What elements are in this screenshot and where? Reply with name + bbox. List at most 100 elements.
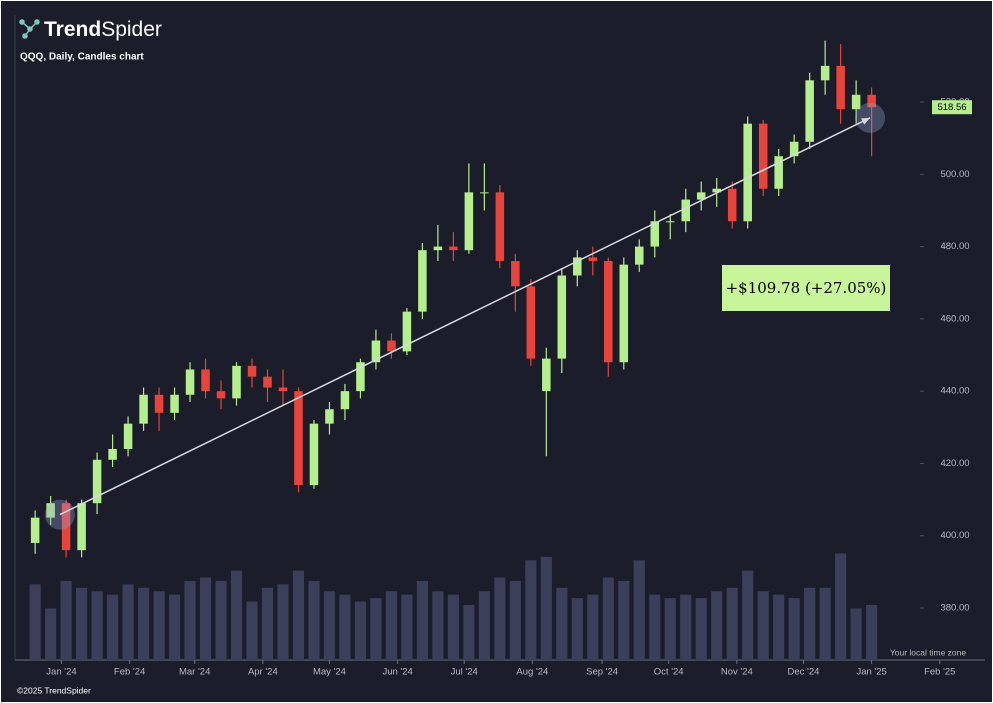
volume-bar	[618, 580, 630, 660]
volume-bar	[199, 577, 212, 660]
trend-arrowhead	[861, 117, 871, 125]
volume-bar	[525, 560, 537, 660]
volume-bar	[122, 584, 134, 660]
volume-bar	[107, 594, 119, 660]
candle-body	[61, 503, 71, 551]
y-tick-label: 420.00	[940, 458, 969, 469]
candle-body	[464, 192, 474, 251]
candle-body	[681, 199, 690, 222]
candle-body	[665, 221, 675, 223]
x-tick-label: Mar '24	[179, 667, 210, 678]
chart-title: QQQ, Daily, Candles chart	[20, 52, 144, 63]
volume-bar	[571, 598, 583, 660]
candle-body	[247, 365, 257, 377]
candle-body	[340, 391, 350, 410]
volume-bar	[633, 560, 645, 660]
x-tick-label: Oct '24	[654, 667, 684, 678]
y-tick-label: 380.00	[940, 603, 969, 614]
x-tick-label: Nov '24	[721, 667, 753, 678]
volume-bar	[819, 587, 831, 660]
candle-body	[511, 261, 520, 287]
x-tick-label: Feb '25	[924, 667, 955, 678]
volume-bar	[370, 598, 382, 660]
volume-bar	[246, 601, 258, 660]
candle-body	[77, 503, 86, 551]
candle-body	[805, 80, 814, 142]
x-tick-label: Jul '24	[451, 667, 478, 678]
candle-body	[696, 192, 706, 200]
y-tick-label: 460.00	[940, 313, 969, 324]
candle-body	[232, 365, 241, 399]
volume-bar	[215, 580, 227, 660]
candle-body	[371, 340, 381, 363]
volume-bar	[168, 594, 181, 660]
volume-bar	[711, 591, 723, 660]
volume-bar	[494, 577, 506, 660]
candle-body	[449, 246, 458, 251]
candle-body	[278, 387, 288, 392]
candle-body	[30, 517, 40, 543]
candle-body	[216, 391, 226, 399]
y-tick-label: 400.00	[940, 530, 969, 541]
volume-bar	[308, 580, 320, 660]
last-price-tag	[932, 100, 972, 115]
candle-body	[154, 394, 164, 413]
candle-body	[46, 503, 55, 518]
candle-body	[495, 192, 505, 262]
volume-bar	[432, 591, 444, 660]
volume-bar	[773, 594, 785, 660]
trend-line	[59, 117, 871, 516]
candle-body	[201, 369, 210, 392]
trend-label-box	[722, 265, 890, 311]
candle-body	[185, 369, 195, 395]
x-tick-label: May '24	[313, 667, 346, 678]
candle-body	[635, 246, 644, 265]
volume-bar	[835, 553, 847, 660]
candle-body	[263, 376, 272, 388]
volume-bar	[323, 591, 336, 660]
candle-body	[588, 257, 598, 262]
candle-body	[774, 156, 783, 189]
volume-bar	[354, 601, 367, 660]
candle-body	[867, 94, 876, 108]
footnote: ©2025 TrendSpider	[17, 685, 91, 695]
volume-bar	[664, 598, 676, 660]
candle-body	[604, 261, 613, 363]
candle-body	[402, 311, 412, 352]
y-tick-label: 480.00	[940, 241, 969, 252]
x-tick-label: Apr '24	[248, 667, 278, 678]
volume-bar	[339, 594, 351, 660]
candle-body	[789, 141, 799, 157]
volume-bar	[153, 591, 165, 660]
candle-body	[573, 257, 582, 276]
volume-bar	[401, 594, 413, 660]
brand-bold: Trend	[44, 18, 101, 41]
volume-bar	[850, 608, 862, 660]
volume-bar	[292, 570, 305, 660]
candle-body	[836, 65, 845, 110]
volume-bar	[261, 587, 274, 660]
candle-body	[650, 221, 660, 247]
candle-body	[727, 188, 737, 222]
volume-bar	[230, 570, 243, 660]
candle-body	[712, 188, 721, 193]
volume-bar	[556, 587, 568, 660]
candle-body	[309, 423, 319, 486]
candle-body	[108, 448, 117, 460]
x-tick-label: Sep '24	[586, 667, 618, 678]
y-tick-label: 500.00	[940, 169, 969, 180]
brand-light: Spider	[101, 18, 162, 41]
candle-body	[170, 394, 179, 413]
candle-body	[820, 65, 830, 81]
volume-bar	[866, 605, 878, 660]
candle-body	[557, 275, 567, 359]
volume-bar	[137, 587, 150, 660]
volume-bar	[509, 580, 521, 660]
x-tick-label: Feb '24	[114, 667, 145, 678]
volume-bar	[60, 580, 72, 660]
brand: TrendSpider	[44, 18, 162, 41]
volume-bar	[29, 584, 41, 660]
logo-icon	[19, 19, 40, 39]
candle-body	[433, 246, 443, 251]
